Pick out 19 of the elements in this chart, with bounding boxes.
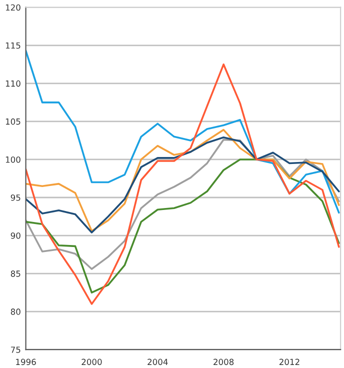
line-series xyxy=(26,158,340,294)
x-tick-label: 2004 xyxy=(148,358,168,366)
y-tick-label: 80 xyxy=(10,308,20,315)
y-tick-label: 115 xyxy=(6,42,20,49)
y-tick-label: 110 xyxy=(6,80,20,87)
y-tick-label: 75 xyxy=(11,346,20,353)
y-tick-label: 105 xyxy=(6,118,20,125)
x-tick-label: 2000 xyxy=(82,358,102,366)
x-tick-label: 2008 xyxy=(214,358,234,366)
y-tick-label: 95 xyxy=(10,194,20,201)
line-series xyxy=(26,138,340,270)
y-tick-label: 120 xyxy=(6,4,20,11)
line-series xyxy=(26,50,340,214)
y-tick-label: 85 xyxy=(10,270,20,277)
y-tick-label: 100 xyxy=(6,156,20,163)
x-tick-label: 1996 xyxy=(16,358,36,366)
line-series xyxy=(26,63,340,305)
x-tick-label: 2012 xyxy=(279,358,300,366)
y-tick-label: 90 xyxy=(10,232,20,239)
